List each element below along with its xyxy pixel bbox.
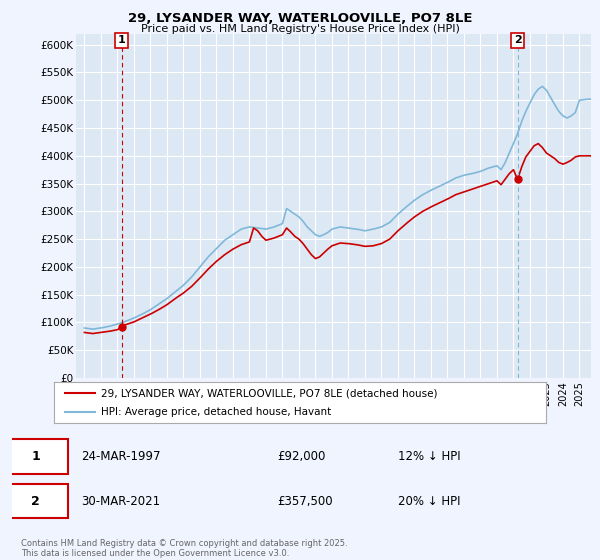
FancyBboxPatch shape [4,484,68,519]
Text: 29, LYSANDER WAY, WATERLOOVILLE, PO7 8LE (detached house): 29, LYSANDER WAY, WATERLOOVILLE, PO7 8LE… [101,389,437,398]
Text: 2: 2 [31,494,40,508]
Text: Contains HM Land Registry data © Crown copyright and database right 2025.
This d: Contains HM Land Registry data © Crown c… [21,539,347,558]
Text: 20% ↓ HPI: 20% ↓ HPI [398,494,460,508]
Text: 24-MAR-1997: 24-MAR-1997 [81,450,161,463]
Text: 30-MAR-2021: 30-MAR-2021 [81,494,160,508]
Text: 12% ↓ HPI: 12% ↓ HPI [398,450,461,463]
Text: Price paid vs. HM Land Registry's House Price Index (HPI): Price paid vs. HM Land Registry's House … [140,24,460,34]
Text: £357,500: £357,500 [277,494,332,508]
Text: 2: 2 [514,35,521,45]
FancyBboxPatch shape [4,439,68,474]
Text: 1: 1 [118,35,125,45]
Text: £92,000: £92,000 [277,450,325,463]
Text: HPI: Average price, detached house, Havant: HPI: Average price, detached house, Hava… [101,407,331,417]
Text: 1: 1 [31,450,40,463]
Text: 29, LYSANDER WAY, WATERLOOVILLE, PO7 8LE: 29, LYSANDER WAY, WATERLOOVILLE, PO7 8LE [128,12,472,25]
